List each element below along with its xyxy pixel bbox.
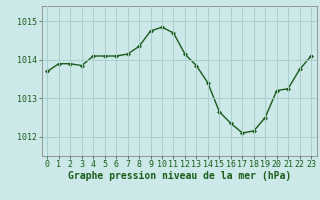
- X-axis label: Graphe pression niveau de la mer (hPa): Graphe pression niveau de la mer (hPa): [68, 171, 291, 181]
